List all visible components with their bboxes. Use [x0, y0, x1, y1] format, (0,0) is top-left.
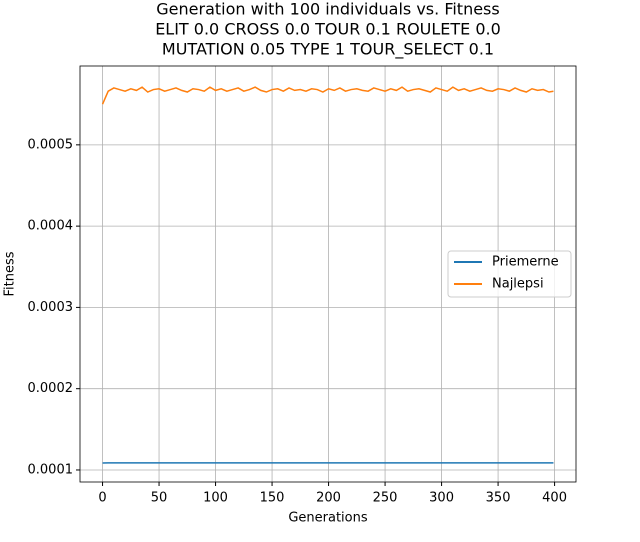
y-tick-label: 0.0005: [28, 137, 74, 152]
y-tick-label: 0.0004: [28, 219, 74, 234]
x-tick-label: 300: [429, 491, 454, 506]
x-tick-label: 150: [260, 491, 285, 506]
x-tick-label: 50: [151, 491, 168, 506]
y-tick-label: 0.0002: [28, 381, 74, 396]
plot-frame: [79, 65, 577, 483]
legend-label: Najlepsi: [492, 277, 544, 292]
x-axis-label: Generations: [288, 511, 368, 526]
legend-label: Priemerne: [492, 255, 559, 270]
x-tick-label: 0: [98, 491, 106, 506]
x-tick-label: 250: [373, 491, 398, 506]
x-tick-label: 100: [203, 491, 228, 506]
chart-title: Generation with 100 individuals vs. Fitn…: [156, 0, 499, 19]
y-axis-label: Fitness: [3, 251, 18, 296]
x-tick-label: 400: [542, 491, 567, 506]
y-tick-label: 0.0001: [28, 462, 74, 477]
series-line: [101, 86, 554, 105]
chart-title: MUTATION 0.05 TYPE 1 TOUR_SELECT 0.1: [162, 40, 494, 60]
x-tick-label: 200: [316, 491, 341, 506]
x-tick-label: 350: [486, 491, 511, 506]
chart-title: ELIT 0.0 CROSS 0.0 TOUR 0.1 ROULETE 0.0: [155, 20, 501, 39]
y-tick-label: 0.0003: [28, 300, 74, 315]
